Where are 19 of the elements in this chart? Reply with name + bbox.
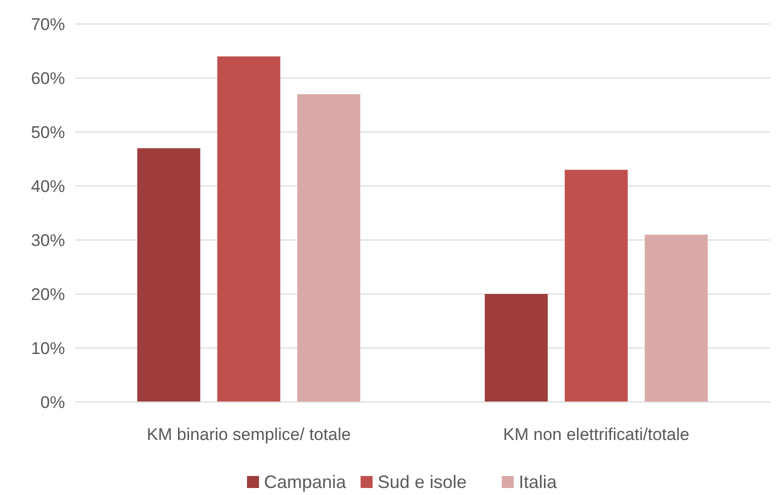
bar [564,170,628,402]
y-tick-label: 20% [30,284,65,304]
y-tick-label: 30% [30,230,65,250]
y-tick-label: 0% [40,392,65,412]
y-tick-label: 40% [30,176,65,196]
bar [297,94,360,402]
x-tick-label: KM binario semplice/ totale [146,425,351,444]
y-tick-label: 60% [30,68,65,88]
y-tick-label: 10% [30,338,65,358]
legend-label: Campania [264,472,348,492]
legend-label: Sud e isole [378,472,467,492]
bar [644,234,708,402]
x-tick-label: KM non elettrificati/totale [503,425,690,444]
bar [137,148,200,402]
y-tick-label: 50% [30,122,65,142]
y-tick-label: 70% [30,14,65,34]
bar [217,56,280,402]
bar [484,294,548,402]
legend-label: Italia [518,472,558,492]
